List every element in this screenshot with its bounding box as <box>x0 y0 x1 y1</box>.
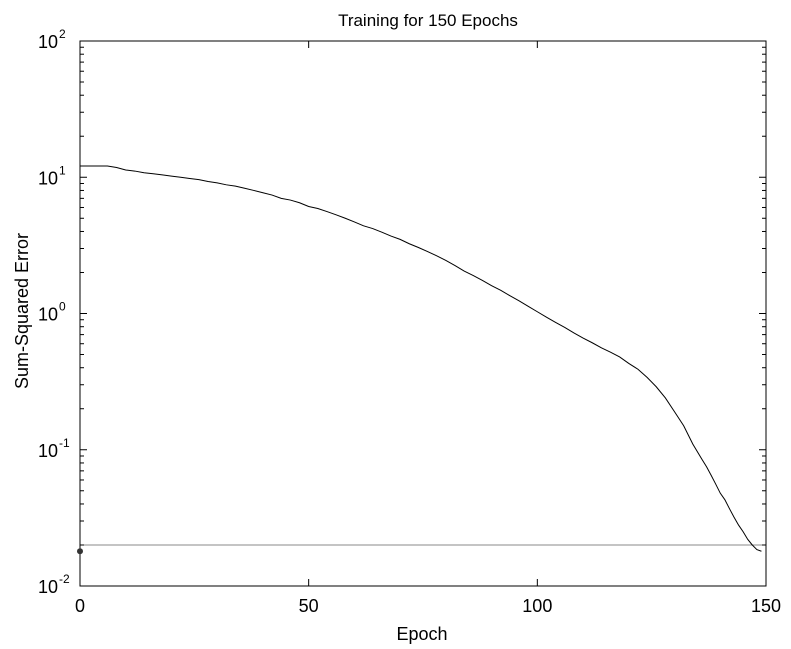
y-tick-label: 10 <box>38 577 58 597</box>
y-tick-exponent: 1 <box>59 163 66 177</box>
y-tick-exponent: -2 <box>59 572 70 586</box>
y-tick-exponent: 0 <box>59 300 66 314</box>
x-axis: 0 50 100 150 <box>75 41 781 616</box>
y-tick-label: 10 <box>38 305 58 325</box>
plot-area <box>79 40 767 587</box>
goal-marker <box>77 548 83 555</box>
x-tick-label: 100 <box>522 596 552 616</box>
x-tick-label: 150 <box>751 596 781 616</box>
y-tick-label: 10 <box>38 168 58 188</box>
x-axis-title: Epoch <box>396 624 447 644</box>
chart-title: Training for 150 Epochs <box>338 11 518 30</box>
y-axis-title: Sum-Squared Error <box>12 233 32 389</box>
y-tick-exponent: -1 <box>59 436 70 450</box>
series-line <box>80 165 762 552</box>
y-tick-exponent: 2 <box>59 27 66 41</box>
x-tick-label: 0 <box>75 596 85 616</box>
y-tick-label: 10 <box>38 441 58 461</box>
x-tick-label: 50 <box>299 596 319 616</box>
y-tick-label: 10 <box>38 32 58 52</box>
